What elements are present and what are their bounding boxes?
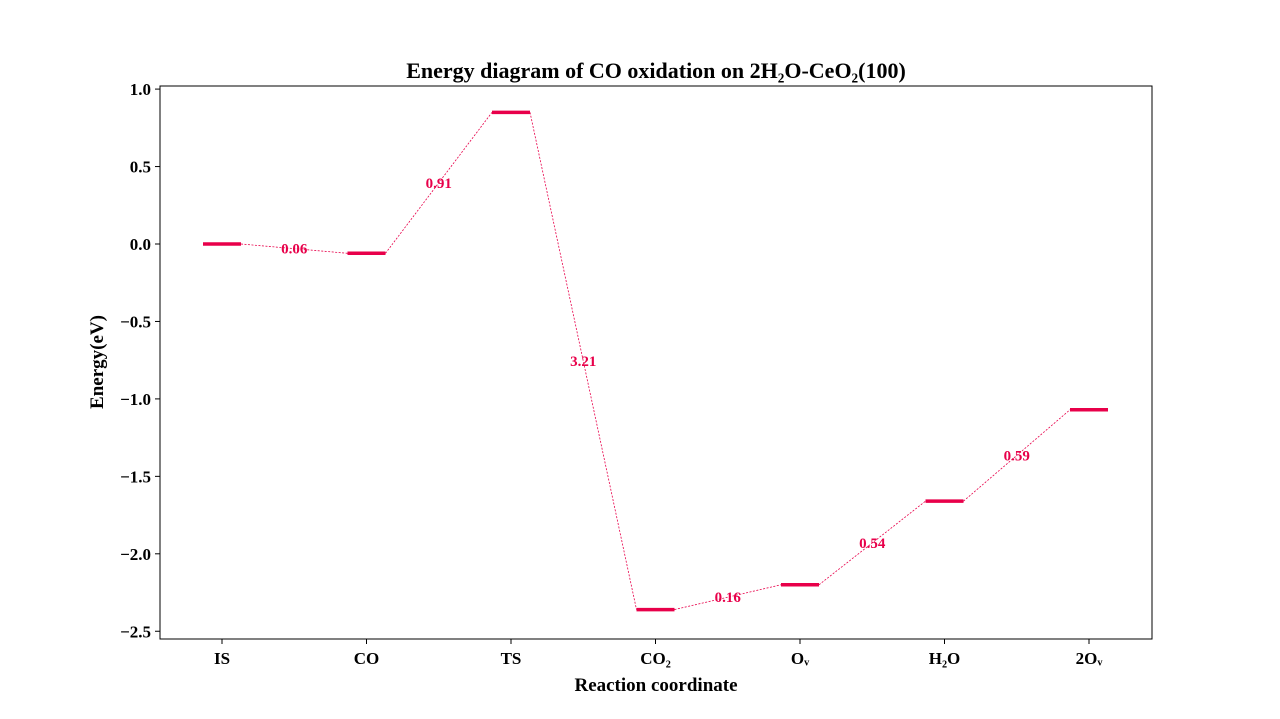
y-tick-label: 1.0 xyxy=(130,80,151,99)
x-tick-label: CO xyxy=(354,649,380,668)
plot-frame xyxy=(159,85,1153,640)
y-tick-label: −1.0 xyxy=(120,390,151,409)
y-axis-ticks: 1.0 0.5 0.0 −0.5 −1.0 −1.5 −2.0 −2.5 xyxy=(120,80,160,641)
x-tick-label: IS xyxy=(214,649,230,668)
y-tick-label: −2.0 xyxy=(120,545,151,564)
chart-title: Energy diagram of CO oxidation on 2H₂O-C… xyxy=(406,58,906,83)
connector-lines xyxy=(240,112,1071,610)
y-tick-label: −1.5 xyxy=(120,467,151,486)
connector-line xyxy=(674,584,782,610)
x-axis-ticks: IS CO TS CO₂ Oᵥ H₂O 2Oᵥ xyxy=(214,639,1103,668)
barrier-label: 0.91 xyxy=(426,176,452,192)
barrier-label: 0.06 xyxy=(281,242,308,258)
energy-levels xyxy=(203,110,1108,612)
barrier-label: 3.21 xyxy=(570,354,596,370)
barrier-label: 0.59 xyxy=(1004,448,1030,464)
x-tick-label: 2Oᵥ xyxy=(1076,649,1104,668)
connector-line xyxy=(529,112,637,610)
connector-line xyxy=(385,112,493,254)
connector-line xyxy=(963,409,1071,502)
x-tick-label: H₂O xyxy=(929,649,961,668)
y-tick-label: −2.5 xyxy=(120,622,151,641)
x-tick-label: TS xyxy=(501,649,522,668)
y-axis-label: Energy(eV) xyxy=(87,315,108,409)
barrier-label: 0.54 xyxy=(859,536,886,552)
barrier-label: 0.16 xyxy=(715,590,742,606)
y-tick-label: 0.0 xyxy=(130,235,151,254)
x-tick-label: Oᵥ xyxy=(791,649,810,668)
x-axis-label: Reaction coordinate xyxy=(574,675,737,696)
connector-line xyxy=(240,243,348,254)
y-tick-label: 0.5 xyxy=(130,158,151,177)
connector-line xyxy=(818,500,926,586)
barrier-labels: 0.06 0.91 3.21 0.16 0.54 0.59 xyxy=(281,176,1030,606)
y-tick-label: −0.5 xyxy=(120,312,151,331)
x-tick-label: CO₂ xyxy=(640,649,671,668)
